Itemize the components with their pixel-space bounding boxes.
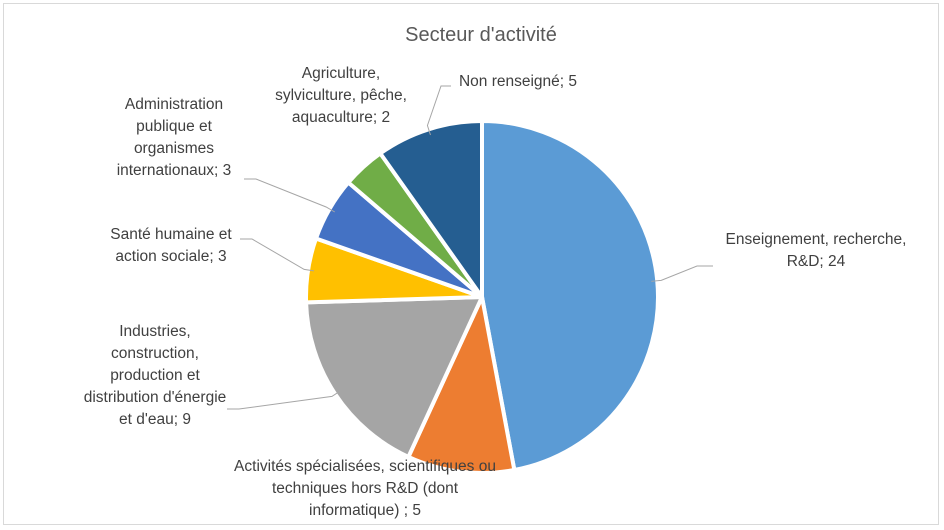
slice-label: Santé humaine et action sociale; 3 bbox=[110, 226, 232, 265]
pie-slice-enseignement-recherche-r-d bbox=[480, 119, 660, 473]
slice-label: Agriculture, sylviculture, pêche, aquacult… bbox=[275, 65, 407, 126]
leader-line bbox=[227, 390, 341, 410]
slice-label: Non renseigné; 5 bbox=[459, 73, 577, 90]
slice-label: Industries, construction, production et dis… bbox=[84, 323, 227, 428]
chart-title: Secteur d'activité bbox=[405, 24, 557, 46]
leader-line bbox=[240, 238, 315, 272]
leader-lines bbox=[227, 85, 713, 410]
slice-label: Administration publique et organismes inter… bbox=[117, 96, 232, 179]
pie-slice-activites-specialisees-scientifiques-ou- bbox=[406, 295, 517, 475]
slice-label: Activités spécialisées, scientifiques ou… bbox=[234, 458, 496, 519]
slice-labels: Enseignement, recherche, R&D; 24 Activités… bbox=[84, 65, 907, 519]
slice-label: Enseignement, recherche, R&D; 24 bbox=[726, 231, 907, 270]
leader-line bbox=[426, 85, 451, 136]
pie-slices bbox=[304, 119, 660, 475]
leader-line bbox=[244, 178, 336, 213]
leader-line bbox=[651, 265, 713, 282]
